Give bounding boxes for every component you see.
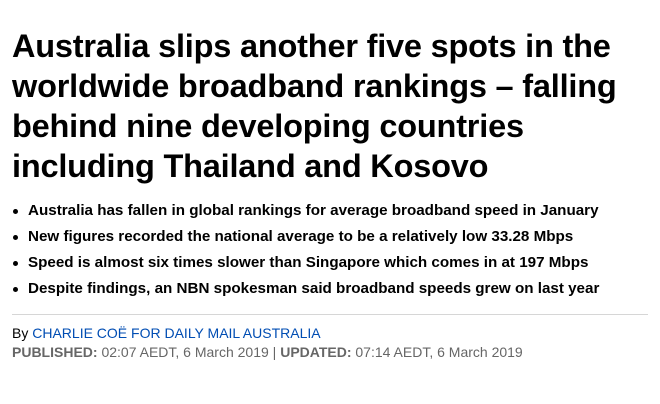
- summary-bullet-text: Speed is almost six times slower than Si…: [28, 254, 589, 271]
- published-label: PUBLISHED:: [12, 344, 98, 360]
- summary-bullets: Australia has fallen in global rankings …: [12, 198, 654, 302]
- updated-label: UPDATED:: [280, 344, 352, 360]
- bullet-dot-icon: [13, 261, 18, 266]
- published-value: 02:07 AEDT, 6 March 2019: [101, 344, 269, 360]
- summary-bullet: Speed is almost six times slower than Si…: [12, 250, 654, 276]
- article-header: Australia slips another five spots in th…: [12, 26, 654, 361]
- author-link[interactable]: CHARLIE COË FOR DAILY MAIL AUSTRALIA: [32, 325, 321, 341]
- divider: [12, 314, 648, 315]
- summary-bullet-text: Despite findings, an NBN spokesman said …: [28, 280, 600, 297]
- bullet-dot-icon: [13, 209, 18, 214]
- headline: Australia slips another five spots in th…: [12, 28, 617, 184]
- byline-prefix: By: [12, 325, 29, 341]
- bullet-dot-icon: [13, 235, 18, 240]
- article-dates: PUBLISHED: 02:07 AEDT, 6 March 2019 | UP…: [12, 343, 654, 361]
- summary-bullet-text: New figures recorded the national averag…: [28, 228, 574, 245]
- summary-bullet-text: Australia has fallen in global rankings …: [28, 202, 599, 219]
- updated-value: 07:14 AEDT, 6 March 2019: [355, 344, 523, 360]
- summary-bullet: New figures recorded the national averag…: [12, 224, 654, 250]
- summary-bullet: Despite findings, an NBN spokesman said …: [12, 276, 654, 302]
- bullet-dot-icon: [13, 287, 18, 292]
- byline: By CHARLIE COË FOR DAILY MAIL AUSTRALIA: [12, 324, 654, 342]
- date-separator: |: [272, 344, 277, 360]
- summary-bullet: Australia has fallen in global rankings …: [12, 198, 654, 224]
